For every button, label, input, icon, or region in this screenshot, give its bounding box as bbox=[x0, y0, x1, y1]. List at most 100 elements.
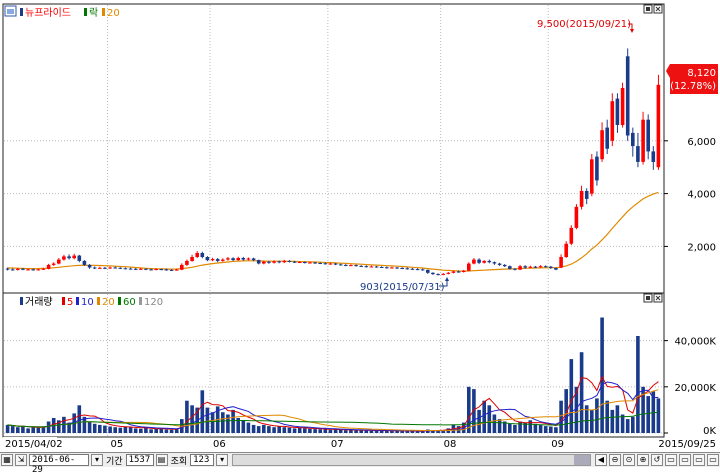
volume-bar bbox=[287, 427, 292, 433]
candle-down bbox=[543, 266, 548, 268]
legend-ma20-marker bbox=[97, 297, 100, 305]
candle-down bbox=[287, 260, 292, 262]
view-3-icon[interactable]: ▭ bbox=[693, 454, 705, 466]
volume-bar bbox=[267, 426, 271, 433]
calendar-icon[interactable]: ▦ bbox=[1, 454, 13, 466]
price-y-tick-label: 4,000 bbox=[687, 190, 716, 201]
candle-up bbox=[185, 260, 189, 265]
candle-down bbox=[338, 264, 343, 266]
volume-bar bbox=[651, 391, 656, 433]
volume-bar bbox=[415, 431, 420, 433]
candle-down bbox=[436, 274, 440, 276]
current-price-box bbox=[666, 64, 718, 94]
volume-bar bbox=[467, 386, 471, 433]
volume-bar bbox=[323, 429, 328, 433]
candle-up bbox=[564, 243, 568, 257]
query-icon[interactable]: ▤ bbox=[155, 454, 168, 466]
volume-bar bbox=[615, 405, 620, 433]
candle-up bbox=[246, 258, 251, 260]
volume-bar bbox=[374, 430, 379, 433]
plus-circle-icon[interactable]: ⊕ bbox=[637, 454, 649, 466]
arrow-icon[interactable]: ⇲ bbox=[15, 454, 27, 466]
volume-bar bbox=[308, 428, 312, 433]
candle-down bbox=[303, 262, 307, 263]
volume-bar bbox=[133, 428, 138, 433]
volume-bar bbox=[482, 400, 486, 433]
chart-type-icon-fill bbox=[7, 9, 14, 14]
date-dropdown-button[interactable]: ▾ bbox=[91, 454, 103, 466]
candle-up bbox=[590, 159, 594, 194]
volume-bar bbox=[231, 409, 235, 433]
period-input[interactable]: 1537 bbox=[125, 454, 154, 466]
candle-up bbox=[41, 268, 46, 270]
volume-legend: 거래량 5 10 20 60 120 bbox=[20, 296, 163, 308]
candle-up bbox=[600, 130, 604, 160]
volume-bar bbox=[461, 422, 466, 433]
volume-bar bbox=[379, 430, 384, 433]
candle-down bbox=[241, 258, 246, 260]
candle-down bbox=[426, 269, 430, 273]
candle-down bbox=[67, 256, 71, 259]
chart-canvas: 2,000 4,000 6,000 40,000K 20,000K 0K 05 06 07 08… bbox=[2, 3, 718, 450]
volume-bar bbox=[497, 419, 502, 433]
candle-down bbox=[231, 258, 235, 261]
candle-up bbox=[46, 264, 51, 269]
volume-bar bbox=[595, 398, 599, 433]
candle-up bbox=[467, 263, 471, 271]
candle-down bbox=[502, 264, 507, 267]
legend-stock-name: 뉴프라이드 bbox=[25, 7, 71, 19]
volume-bar bbox=[631, 416, 635, 433]
volume-y-tick-label: 40,000K bbox=[674, 337, 716, 348]
end-date-label: 2015/09/25 bbox=[658, 439, 716, 450]
candle-up bbox=[297, 262, 302, 263]
candle-up bbox=[98, 267, 102, 269]
circle-icon[interactable]: ⊙ bbox=[623, 454, 635, 466]
reset-icon[interactable]: ↺ bbox=[651, 454, 663, 466]
minus-circle-icon[interactable]: ⊖ bbox=[609, 454, 621, 466]
scrollbar-thumb[interactable] bbox=[574, 455, 590, 465]
query-input[interactable]: 123 bbox=[190, 454, 215, 466]
volume-bar bbox=[620, 414, 625, 433]
volume-bar bbox=[241, 420, 246, 433]
candle-down bbox=[646, 119, 650, 152]
candle-up bbox=[441, 273, 445, 275]
candle-up bbox=[451, 271, 456, 273]
volume-bar bbox=[159, 428, 164, 433]
candle-down bbox=[379, 267, 384, 268]
date-input[interactable]: 2016-06-29 bbox=[29, 454, 89, 475]
volume-bar bbox=[549, 426, 553, 433]
low-arrow-head bbox=[445, 277, 449, 281]
query-dropdown-button[interactable]: ▾ bbox=[216, 454, 229, 466]
candle-down bbox=[420, 269, 425, 271]
volume-bar bbox=[103, 425, 107, 433]
candle-up bbox=[16, 268, 20, 270]
legend-ma10: 10 bbox=[81, 297, 94, 308]
volume-bar bbox=[169, 429, 174, 433]
candle-down bbox=[497, 263, 502, 265]
volume-ma5-line bbox=[7, 375, 659, 432]
view-2-icon[interactable]: ▭ bbox=[679, 454, 691, 466]
candle-down bbox=[395, 267, 399, 269]
volume-panel-buttons bbox=[643, 293, 663, 303]
candle-up bbox=[282, 260, 287, 263]
candle-down bbox=[533, 266, 538, 268]
candle-up bbox=[221, 259, 225, 261]
candle-down bbox=[77, 255, 82, 261]
candle-down bbox=[374, 266, 379, 268]
horizontal-scrollbar[interactable] bbox=[232, 454, 591, 466]
volume-bar bbox=[554, 427, 558, 433]
current-price-tag: 8,120 (12.78%) bbox=[666, 64, 718, 94]
candle-down bbox=[164, 269, 169, 271]
volume-bar bbox=[395, 430, 399, 433]
candle-down bbox=[615, 98, 620, 125]
scroll-left-button[interactable]: ◀ bbox=[595, 454, 607, 466]
view-4-icon[interactable]: ▭ bbox=[707, 454, 719, 466]
volume-bar bbox=[359, 430, 363, 433]
candle-up bbox=[641, 119, 645, 162]
start-date-bg bbox=[3, 437, 57, 449]
volume-bar bbox=[431, 430, 435, 433]
candle-down bbox=[277, 261, 281, 263]
view-1-icon[interactable]: ▭ bbox=[665, 454, 677, 466]
volume-bar bbox=[57, 420, 61, 433]
volume-bar bbox=[82, 416, 87, 433]
